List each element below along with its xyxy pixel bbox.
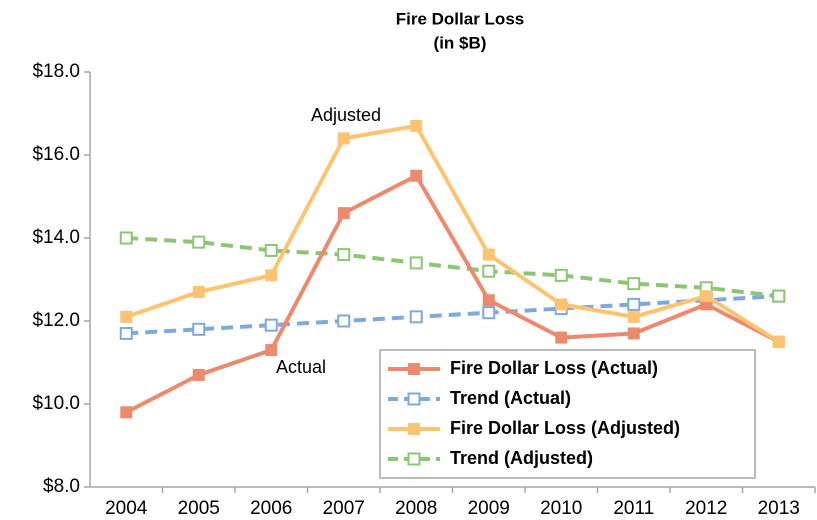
marker [407,392,421,406]
marker [119,231,133,245]
legend-label: Trend (Adjusted) [450,448,593,468]
marker [409,310,423,324]
line [126,294,779,336]
marker [120,406,133,419]
x-tick-label: 2012 [685,498,727,519]
x-tick-label: 2005 [178,498,220,519]
legend-label: Fire Dollar Loss (Actual) [450,358,658,378]
marker [337,314,351,328]
marker [772,335,785,348]
marker [482,264,496,278]
marker [119,326,133,340]
marker [627,310,640,323]
marker [700,290,713,303]
x-tick-label: 2010 [540,498,582,519]
line [125,123,780,344]
y-tick-label: $12.0 [32,310,80,331]
x-tick-label: 2006 [250,498,292,519]
marker [482,306,496,320]
legend: Fire Dollar Loss (Actual) Trend (Actual) F… [379,349,756,479]
marker [410,169,423,182]
line [126,236,779,299]
marker [337,132,350,145]
marker [337,248,351,262]
y-tick-label: $14.0 [32,227,80,248]
series [120,119,785,348]
chart-subtitle: (in $B) [434,33,487,52]
series [120,169,785,419]
marker [192,322,206,336]
marker [264,318,278,332]
marker [772,289,786,303]
marker [120,310,133,323]
x-tick-label: 2007 [323,498,365,519]
x-tick-label: 2004 [105,498,148,519]
marker [192,285,205,298]
legend-label: Fire Dollar Loss (Adjusted) [450,418,680,438]
x-tick-label: 2011 [613,498,654,519]
marker [627,297,641,311]
annotation: Adjusted [311,105,381,125]
marker [554,268,568,282]
legend-label: Trend (Actual) [450,388,571,408]
marker [192,368,205,381]
x-tick-label: 2008 [395,498,437,519]
x-tick-label: 2009 [468,498,510,519]
marker [627,327,640,340]
y-tick-label: $8.0 [43,476,80,497]
marker [337,207,350,220]
marker [408,363,420,375]
marker [410,119,423,132]
y-tick-label: $18.0 [32,61,80,82]
marker [265,344,278,357]
marker [409,256,423,270]
y-tick-label: $10.0 [32,393,80,414]
chart-title: Fire Dollar Loss [396,9,524,28]
marker [408,423,420,435]
marker [627,277,641,291]
y-tick-label: $16.0 [32,144,80,165]
marker [264,243,278,257]
marker [555,298,568,311]
x-tick-label: 2013 [758,498,800,519]
marker [555,331,568,344]
line [125,173,780,415]
marker [482,294,495,307]
series [119,231,786,303]
marker [482,248,495,261]
marker [192,235,206,249]
legend-box [379,349,756,479]
marker [407,452,421,466]
marker [265,269,278,282]
annotation: Actual [276,357,326,377]
